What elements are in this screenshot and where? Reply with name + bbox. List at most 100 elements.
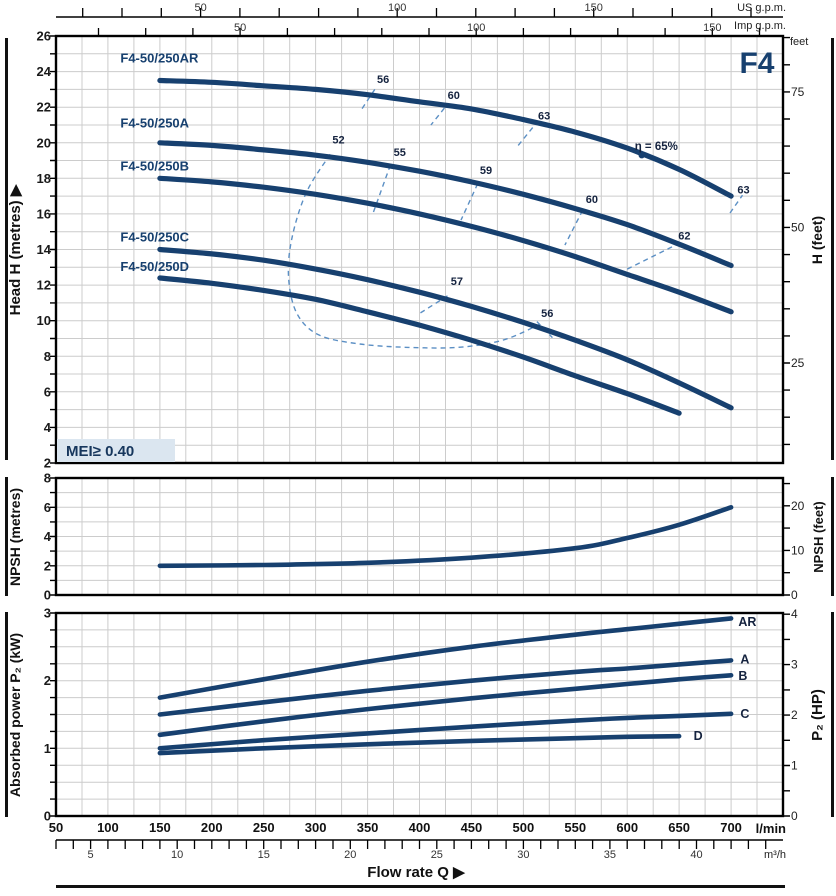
m3h-axis-ticks bbox=[55, 840, 767, 849]
y-axis-tick-label: 2 bbox=[44, 673, 51, 688]
efficiency-value-label: 60 bbox=[448, 90, 460, 102]
efficiency-contour-tick bbox=[626, 242, 680, 270]
m3h-tick-label: 5 bbox=[88, 849, 94, 861]
y-axis-tick-label: 2 bbox=[44, 558, 51, 573]
lmin-tick-label: 400 bbox=[409, 820, 431, 835]
efficiency-contour-tick bbox=[430, 107, 445, 126]
lmin-tick-label: 500 bbox=[513, 820, 535, 835]
us-gpm-tick-label: 50 bbox=[194, 2, 206, 14]
bottom-rule bbox=[56, 885, 785, 888]
y-axis-tick-label: 14 bbox=[37, 242, 52, 257]
y-axis-tick-label: 18 bbox=[37, 171, 51, 186]
power-curve-end-label: A bbox=[740, 653, 749, 667]
us-gpm-unit-label: US g.p.m. bbox=[737, 2, 786, 14]
curve-f4-50-250c bbox=[157, 246, 734, 411]
y-axis-tick-label: 4 bbox=[44, 420, 52, 435]
efficiency-value-label: 63 bbox=[737, 184, 749, 196]
y-axis-tick-label: 3 bbox=[44, 606, 51, 621]
right-axis-tick-label: 4 bbox=[791, 607, 798, 621]
efficiency-value-label: 63 bbox=[538, 111, 550, 123]
head-axis-bar-left bbox=[5, 38, 8, 460]
feet-unit-label: feet bbox=[790, 36, 808, 48]
right-axis-tick-label: 10 bbox=[791, 543, 805, 557]
imp-gpm-tick-label: 150 bbox=[703, 22, 721, 34]
curve-f4-50-250b bbox=[157, 175, 734, 315]
curve-name-label: F4-50/250AR bbox=[120, 51, 199, 66]
us-gpm-tick-label: 100 bbox=[388, 2, 406, 14]
y-axis-tick-label: 0 bbox=[44, 809, 51, 824]
imp-gpm-tick-label: 100 bbox=[467, 22, 485, 34]
left-axis-ticks bbox=[50, 477, 56, 596]
head-left-axis-title: Head H (metres) ▶ bbox=[7, 183, 24, 315]
curve-name-label: F4-50/250B bbox=[120, 158, 189, 173]
npsh-axis-bar-right bbox=[831, 477, 834, 596]
efficiency-contour-tick bbox=[419, 295, 448, 315]
y-axis-tick-label: 20 bbox=[37, 135, 51, 150]
lmin-tick-label: 150 bbox=[149, 820, 171, 835]
curve-name-label: F4-50/250C bbox=[120, 229, 189, 244]
m3h-tick-label: 10 bbox=[171, 849, 183, 861]
y-axis-tick-label: 16 bbox=[37, 206, 51, 221]
curve-b bbox=[157, 673, 734, 738]
lmin-tick-label: 50 bbox=[49, 820, 63, 835]
grid-lines bbox=[56, 36, 783, 463]
y-axis-tick-label: 8 bbox=[44, 349, 51, 364]
efficiency-contour-tick bbox=[729, 194, 744, 214]
m3h-tick-label: 20 bbox=[344, 849, 356, 861]
y-axis-tick-label: 2 bbox=[44, 456, 51, 471]
npsh-left-axis-title: NPSH (metres) bbox=[7, 488, 23, 586]
m3h-tick-label: 30 bbox=[517, 849, 529, 861]
lmin-tick-label: 350 bbox=[357, 820, 379, 835]
y-axis-tick-label: 8 bbox=[44, 471, 51, 486]
plot-npsh_vs_flow: 0 2 4 6 8 0 10 20 bbox=[44, 471, 805, 603]
power-left-axis-title: Absorbed power P₂ (kW) bbox=[7, 633, 23, 797]
efficiency-value-label: 60 bbox=[586, 194, 598, 206]
efficiency-contour-tick bbox=[460, 183, 479, 221]
lmin-unit-label: l/min bbox=[756, 821, 786, 836]
flow-rate-axis-title: Flow rate Q ▶ bbox=[367, 864, 466, 881]
y-axis-tick-label: 12 bbox=[37, 278, 51, 293]
power-curve-end-label: B bbox=[738, 669, 747, 683]
y-axis-tick-label: 22 bbox=[37, 100, 51, 115]
m3h-tick-label: 40 bbox=[690, 849, 702, 861]
curve-c bbox=[157, 711, 734, 751]
left-axis-ticks bbox=[50, 612, 56, 817]
curve-f4-50-250a bbox=[157, 140, 734, 269]
y-axis-tick-label: 26 bbox=[37, 29, 51, 44]
right-axis-ticks bbox=[783, 613, 790, 817]
m3h-unit-label: m³/h bbox=[764, 849, 786, 861]
right-axis-tick-label: 0 bbox=[791, 809, 798, 823]
us-gpm-axis-ticks bbox=[82, 8, 752, 17]
right-axis-tick-label: 3 bbox=[791, 658, 798, 672]
lmin-tick-label: 550 bbox=[564, 820, 586, 835]
eta-percent-label: η = 65% bbox=[635, 141, 678, 153]
curve-npsh bbox=[157, 505, 734, 569]
curve-a bbox=[157, 658, 734, 717]
right-axis-tick-label: 20 bbox=[791, 499, 805, 513]
right-axis-tick-label: 1 bbox=[791, 759, 798, 773]
right-axis-tick-label: 75 bbox=[791, 85, 805, 99]
right-axis-ticks bbox=[783, 36, 790, 446]
right-axis-tick-label: 2 bbox=[791, 708, 798, 722]
power-curve-end-label: D bbox=[694, 729, 703, 743]
power-curve-end-label: C bbox=[740, 707, 749, 721]
bottom-flow-axes: 50 100 150 200 250 300 350 400 450 500 550 600 650 70… bbox=[49, 820, 783, 861]
curve-name-label: F4-50/250A bbox=[120, 116, 189, 131]
lmin-tick-label: 250 bbox=[253, 820, 275, 835]
head-axis-bar-right bbox=[831, 38, 834, 460]
lmin-tick-label: 650 bbox=[668, 820, 690, 835]
grid-lines bbox=[56, 478, 783, 595]
lmin-tick-label: 450 bbox=[461, 820, 483, 835]
efficiency-value-label: 55 bbox=[394, 147, 406, 159]
m3h-tick-label: 35 bbox=[604, 849, 616, 861]
right-axis-tick-label: 50 bbox=[791, 220, 805, 234]
head-right-axis-title: H (feet) bbox=[809, 216, 825, 264]
y-axis-tick-label: 6 bbox=[44, 500, 51, 515]
efficiency-contour-loop bbox=[287, 153, 541, 349]
efficiency-contour-tick bbox=[517, 127, 534, 146]
plot-power_vs_flow: AR AB C D 0 1 2 3 0 1 2 3 4 bbox=[44, 606, 798, 824]
